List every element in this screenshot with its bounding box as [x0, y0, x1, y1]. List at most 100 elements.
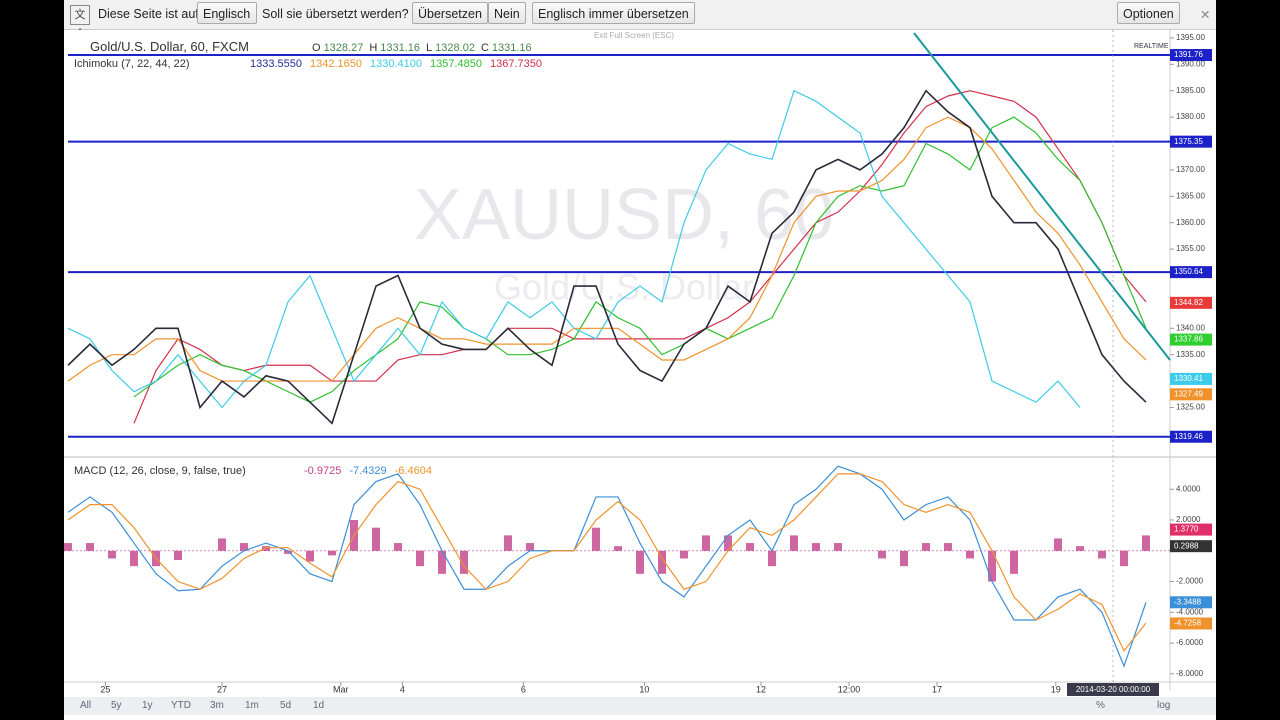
price-label: 1.3770 — [1174, 525, 1199, 534]
range-button[interactable]: 5d — [280, 700, 292, 711]
range-button[interactable]: All — [80, 700, 92, 711]
histogram-bar — [768, 550, 776, 567]
histogram-bar — [680, 550, 688, 559]
y-tick-label: 1370.00 — [1176, 165, 1205, 174]
always-button[interactable]: Englisch immer übersetzen — [532, 2, 695, 24]
range-bar: All 5y 1y YTD 3m 1m 5d 1d% log — [64, 697, 1216, 715]
ohlc-value: 1331.16 — [380, 42, 421, 54]
close-button[interactable]: ✕ — [1200, 8, 1211, 22]
range-button[interactable]: 1d — [313, 700, 325, 711]
language-select[interactable]: Englisch — [197, 2, 257, 24]
histogram-bar — [1076, 546, 1084, 551]
range-button[interactable]: 5y — [111, 700, 122, 711]
histogram-bar — [790, 535, 798, 551]
ohlc-value: 1328.02 — [435, 42, 475, 54]
histogram-bar — [988, 550, 996, 582]
price-label: 1337.86 — [1174, 335, 1203, 344]
series-line — [133, 116, 1147, 403]
series-line — [67, 465, 1147, 668]
price-label: 0.2988 — [1174, 541, 1199, 550]
histogram-bar — [372, 527, 380, 551]
scale-button[interactable]: log — [1157, 700, 1171, 711]
price-label: 1344.82 — [1174, 298, 1203, 307]
y-tick-label: 1360.00 — [1176, 218, 1205, 227]
histogram-bar — [504, 535, 512, 551]
histogram-bar — [218, 538, 226, 551]
histogram-bar — [416, 550, 424, 567]
x-tick-label: 17 — [932, 684, 942, 694]
price-label: 1330.41 — [1174, 374, 1203, 383]
histogram-bar — [262, 546, 270, 551]
price-tag — [1170, 296, 1212, 309]
level-tag — [1170, 430, 1212, 443]
histogram-bar — [240, 543, 248, 551]
x-tick-label: 25 — [100, 684, 110, 694]
histogram-bar — [108, 550, 116, 559]
no-button[interactable]: Nein — [488, 2, 526, 24]
scale-button[interactable]: % — [1096, 700, 1105, 711]
chart-title: Gold/U.S. Dollar, 60, FXCM — [90, 39, 249, 54]
histogram-bar — [724, 535, 732, 551]
price-tag — [1170, 596, 1212, 609]
x-tick-label: 6 — [521, 684, 526, 694]
price-tag — [1170, 388, 1212, 401]
y-tick-label: 1395.00 — [1176, 33, 1205, 42]
macd-value: -6.4604 — [394, 465, 432, 477]
price-tag — [1170, 372, 1212, 385]
level-label: 1350.64 — [1174, 267, 1203, 276]
indicator-title: Ichimoku (7, 22, 44, 22) — [74, 58, 190, 70]
y-tick-label: -8.0000 — [1176, 669, 1204, 678]
histogram-bar — [878, 550, 886, 559]
histogram-bar — [702, 535, 710, 551]
y-tick-label: 1365.00 — [1176, 191, 1205, 200]
y-tick-label: -2.0000 — [1176, 577, 1204, 586]
x-tick-label: 27 — [217, 684, 227, 694]
range-button[interactable]: 1y — [142, 700, 153, 711]
range-button[interactable]: 3m — [210, 700, 224, 711]
x-tick-label: 12 — [756, 684, 766, 694]
price-tag — [1170, 333, 1212, 346]
macd-value: -0.9725 — [304, 465, 342, 477]
histogram-bar — [614, 546, 622, 551]
ohlc: O 1328.27 H 1331.16 L 1328.02 C 1331.16 — [312, 42, 538, 54]
level-tag — [1170, 135, 1212, 148]
histogram-bar — [746, 543, 754, 551]
histogram-bar — [592, 527, 600, 551]
ohlc-label: C — [480, 42, 489, 54]
prompt: Diese Seite ist auf — [98, 7, 199, 21]
indicator-value: 1333.5550 — [250, 58, 302, 70]
price-tag — [1170, 523, 1212, 536]
y-tick-label: 1340.00 — [1176, 323, 1205, 332]
level-label: 1319.46 — [1174, 432, 1203, 441]
series-line — [67, 473, 1147, 652]
translate-button[interactable]: Übersetzen — [412, 2, 488, 24]
level-label: 1391.76 — [1174, 50, 1203, 59]
level-label: 1375.35 — [1174, 137, 1203, 146]
level-tag — [1170, 266, 1212, 279]
histogram-bar — [922, 543, 930, 551]
histogram-bar — [526, 543, 534, 551]
range-button[interactable]: YTD — [171, 700, 191, 711]
histogram-bar — [394, 543, 402, 551]
exit-fullscreen[interactable]: Exit Full Screen (ESC) — [594, 31, 675, 40]
series-line — [67, 89, 1147, 425]
histogram-bar — [284, 550, 292, 554]
watermark: XAUUSD, 60 — [414, 175, 834, 255]
trend-line — [913, 32, 1171, 361]
translate-icon: 文A — [70, 5, 90, 39]
histogram-bar — [1098, 550, 1106, 559]
indicator-values: 1333.5550 1342.1650 1330.4100 1357.4850 1367… — [250, 58, 550, 70]
price-tag — [1170, 540, 1212, 553]
indicator-value: 1367.7350 — [490, 58, 542, 70]
options-button[interactable]: Optionen — [1117, 2, 1180, 24]
crosshair-label: 2014-03-20 00:00:00 — [1076, 685, 1151, 694]
y-tick-label: -4.0000 — [1176, 607, 1204, 616]
y-tick-label: 1355.00 — [1176, 244, 1205, 253]
histogram-bar — [636, 550, 644, 574]
range-button[interactable]: 1m — [245, 700, 259, 711]
crosshair-tag — [1067, 683, 1159, 696]
ohlc-label: O — [312, 42, 321, 54]
histogram-bar — [812, 543, 820, 551]
ohlc-label: L — [426, 42, 433, 54]
